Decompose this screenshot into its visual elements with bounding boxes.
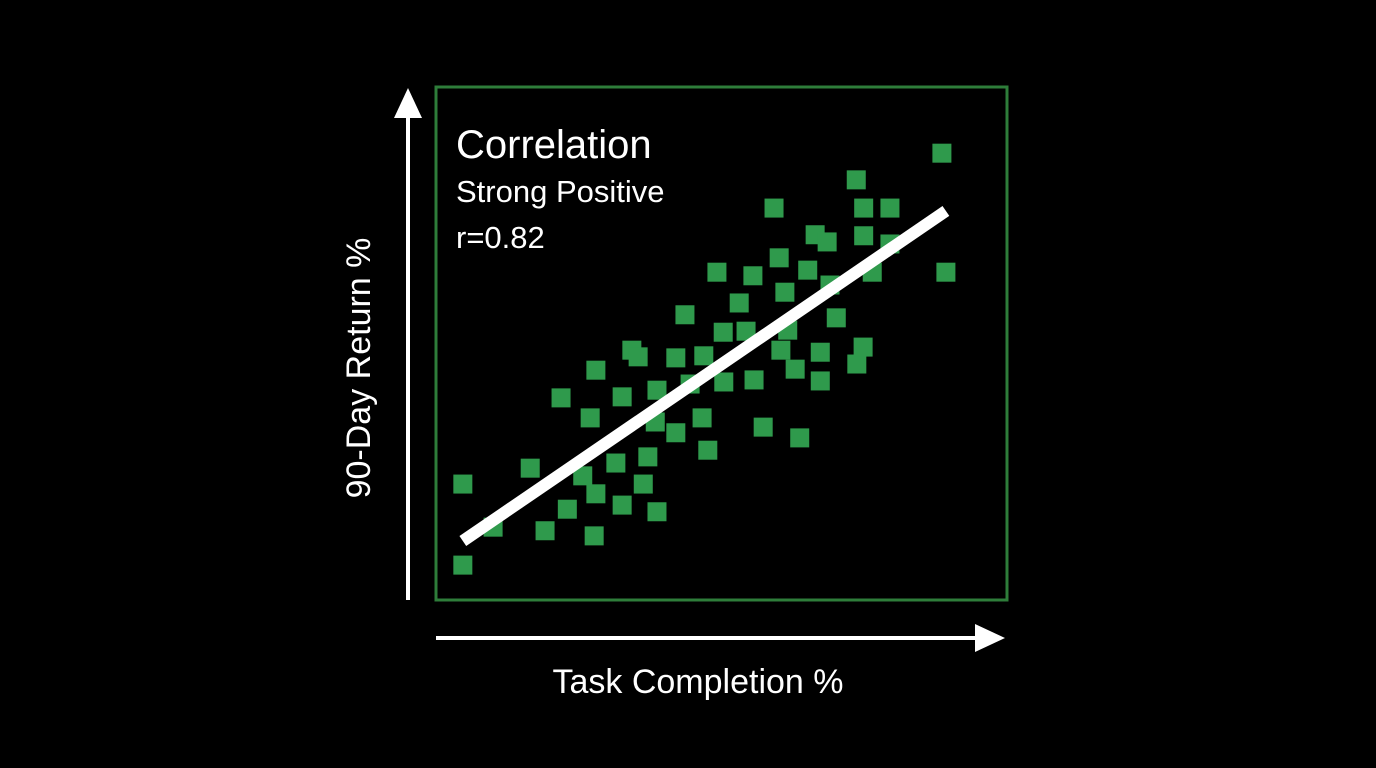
- point: [729, 293, 749, 313]
- point: [675, 305, 695, 325]
- chart-subtitle: Strong Positive: [456, 174, 665, 209]
- y-axis-label: 90-Day Return %: [340, 238, 378, 499]
- point: [535, 521, 555, 541]
- point: [557, 499, 577, 519]
- point: [606, 453, 626, 473]
- point: [713, 322, 733, 342]
- point: [666, 423, 686, 443]
- point: [854, 226, 874, 246]
- point: [586, 484, 606, 504]
- point: [692, 408, 712, 428]
- chart-title: Correlation: [456, 123, 652, 167]
- point: [847, 354, 867, 374]
- point: [647, 380, 667, 400]
- point: [698, 440, 718, 460]
- point: [775, 282, 795, 302]
- point: [666, 348, 686, 368]
- point: [694, 346, 714, 366]
- point: [612, 495, 632, 515]
- plot-frame: [434, 85, 1009, 602]
- point: [584, 526, 604, 546]
- point: [880, 198, 900, 218]
- point: [810, 371, 830, 391]
- point: [736, 321, 756, 341]
- point: [846, 170, 866, 190]
- trend-line: [459, 206, 950, 546]
- point: [764, 198, 784, 218]
- x-axis-label: Task Completion %: [552, 663, 843, 701]
- point: [769, 248, 789, 268]
- point: [612, 387, 632, 407]
- point: [936, 262, 956, 282]
- point: [714, 372, 734, 392]
- point: [647, 502, 667, 522]
- point: [771, 340, 791, 360]
- point: [790, 428, 810, 448]
- point: [826, 308, 846, 328]
- point: [743, 266, 763, 286]
- point: [628, 347, 648, 367]
- point: [810, 342, 830, 362]
- point: [753, 417, 773, 437]
- point: [744, 370, 764, 390]
- point: [573, 466, 593, 486]
- point: [854, 198, 874, 218]
- point: [853, 337, 873, 357]
- point: [520, 458, 540, 478]
- point: [453, 555, 473, 575]
- point: [932, 143, 952, 163]
- point: [551, 388, 571, 408]
- point: [453, 474, 473, 494]
- point: [798, 260, 818, 280]
- y-arrow-head: [394, 88, 422, 118]
- point: [785, 359, 805, 379]
- point: [817, 232, 837, 252]
- point: [638, 447, 658, 467]
- annotation: r=0.82: [456, 220, 545, 255]
- point: [586, 360, 606, 380]
- point: [633, 474, 653, 494]
- x-arrow-head: [975, 624, 1005, 652]
- point: [707, 262, 727, 282]
- point: [580, 408, 600, 428]
